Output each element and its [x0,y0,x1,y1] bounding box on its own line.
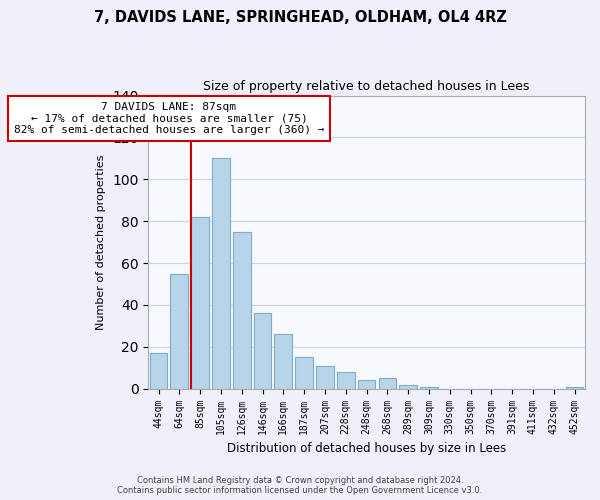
Text: 7, DAVIDS LANE, SPRINGHEAD, OLDHAM, OL4 4RZ: 7, DAVIDS LANE, SPRINGHEAD, OLDHAM, OL4 … [94,10,506,25]
Bar [316,366,334,388]
Bar [254,314,271,388]
Title: Size of property relative to detached houses in Lees: Size of property relative to detached ho… [203,80,530,93]
Text: Contains HM Land Registry data © Crown copyright and database right 2024.
Contai: Contains HM Land Registry data © Crown c… [118,476,482,495]
Bar [170,274,188,388]
Bar [149,353,167,388]
Bar [358,380,376,388]
Bar [337,372,355,388]
Bar [212,158,230,388]
Text: 7 DAVIDS LANE: 87sqm
← 17% of detached houses are smaller (75)
82% of semi-detac: 7 DAVIDS LANE: 87sqm ← 17% of detached h… [14,102,324,135]
Bar [379,378,396,388]
Bar [274,334,292,388]
Bar [566,386,583,388]
Bar [295,358,313,388]
Bar [233,232,251,388]
Y-axis label: Number of detached properties: Number of detached properties [97,154,106,330]
Bar [420,386,438,388]
Bar [400,384,417,388]
X-axis label: Distribution of detached houses by size in Lees: Distribution of detached houses by size … [227,442,506,455]
Bar [191,217,209,388]
